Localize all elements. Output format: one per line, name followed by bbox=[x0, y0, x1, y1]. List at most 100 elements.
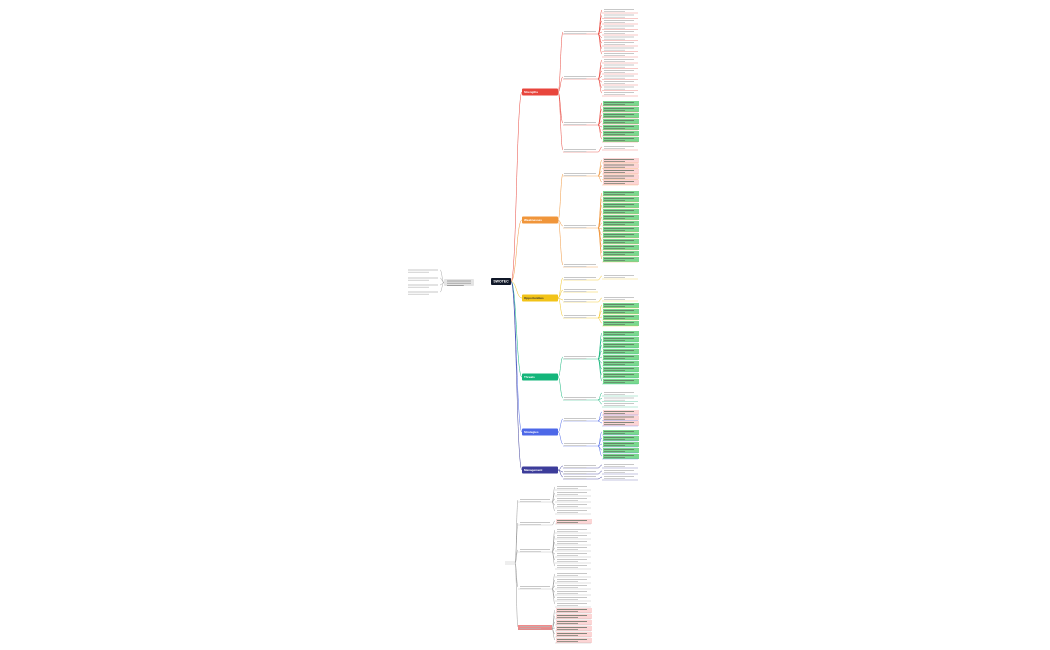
connector bbox=[597, 470, 603, 475]
branch-node bbox=[522, 466, 558, 474]
branch-node bbox=[522, 373, 558, 381]
leaf-box bbox=[603, 337, 639, 342]
leaf-box bbox=[603, 303, 639, 308]
root-node bbox=[491, 278, 511, 285]
leaf-box bbox=[603, 227, 639, 232]
connector bbox=[557, 277, 564, 299]
connector bbox=[557, 91, 564, 151]
left-node bbox=[444, 279, 474, 286]
connector bbox=[557, 431, 564, 445]
leaf-box bbox=[603, 251, 639, 256]
leaf-box bbox=[603, 315, 639, 320]
leaf-box bbox=[603, 101, 639, 106]
connector bbox=[514, 562, 519, 628]
connector bbox=[551, 628, 556, 641]
connector bbox=[597, 297, 603, 303]
connector bbox=[510, 219, 523, 282]
connector bbox=[551, 551, 556, 567]
leaf-box bbox=[556, 632, 592, 637]
connector bbox=[510, 281, 523, 299]
connector bbox=[597, 33, 603, 55]
connector bbox=[597, 175, 603, 183]
leaf-box bbox=[603, 215, 639, 220]
leaf-box bbox=[603, 158, 639, 163]
branch-label: Threats bbox=[524, 375, 535, 379]
leaf-box bbox=[603, 137, 639, 142]
connector bbox=[514, 562, 519, 588]
connector bbox=[510, 281, 523, 471]
branch-node bbox=[522, 88, 558, 96]
connector bbox=[557, 289, 564, 299]
connector bbox=[514, 522, 519, 564]
connector bbox=[597, 420, 603, 424]
connector bbox=[597, 445, 603, 457]
connector bbox=[510, 91, 523, 282]
connector bbox=[597, 317, 603, 324]
leaf-box bbox=[556, 614, 592, 619]
leaf-box bbox=[603, 430, 639, 435]
leaf-box bbox=[603, 245, 639, 250]
connector bbox=[557, 297, 564, 317]
leaf-box bbox=[603, 257, 639, 262]
branch-label: Management bbox=[524, 468, 542, 472]
connector bbox=[514, 549, 519, 564]
leaf-box bbox=[603, 436, 639, 441]
leaf-box bbox=[603, 379, 639, 384]
connector bbox=[597, 227, 603, 260]
leaf-box bbox=[556, 626, 592, 631]
connector bbox=[597, 146, 603, 153]
leaf-box bbox=[556, 638, 592, 643]
leaf-box bbox=[603, 209, 639, 214]
leaf-box bbox=[603, 191, 639, 196]
connector bbox=[557, 31, 564, 93]
leaf-box bbox=[603, 355, 639, 360]
connector bbox=[551, 588, 556, 605]
connector bbox=[439, 282, 445, 293]
branch-node bbox=[522, 428, 558, 436]
leaf-box bbox=[603, 107, 639, 112]
leaf-box bbox=[603, 221, 639, 226]
leaf-box bbox=[603, 361, 639, 366]
connector bbox=[597, 275, 603, 281]
branch-node bbox=[522, 294, 558, 302]
leaf-box bbox=[603, 119, 639, 124]
leaf-box bbox=[603, 113, 639, 118]
leaf-box bbox=[603, 410, 639, 415]
connector bbox=[557, 173, 564, 221]
leaf-box bbox=[603, 454, 639, 459]
connector bbox=[597, 78, 603, 94]
connector bbox=[557, 219, 564, 266]
leaf-box bbox=[556, 608, 592, 613]
branch-label: Opportunities bbox=[524, 296, 544, 300]
connector bbox=[597, 464, 603, 469]
leaf-box bbox=[603, 367, 639, 372]
connector bbox=[510, 281, 523, 378]
leaf-box bbox=[603, 331, 639, 336]
leaf-box bbox=[603, 343, 639, 348]
connector bbox=[557, 376, 564, 399]
root-label: SWOTEC bbox=[493, 280, 509, 284]
leaf-box bbox=[556, 519, 592, 524]
branch-label: Weaknesses bbox=[524, 218, 542, 222]
leaf-box bbox=[603, 442, 639, 447]
leaf-box bbox=[603, 169, 639, 174]
lower-root bbox=[505, 561, 515, 565]
leaf-box bbox=[603, 180, 639, 185]
connector bbox=[557, 469, 564, 478]
connector bbox=[557, 356, 564, 378]
leaf-box bbox=[603, 421, 639, 426]
connector bbox=[551, 501, 556, 512]
connector bbox=[597, 476, 603, 480]
leaf-box bbox=[603, 349, 639, 354]
leaf-box bbox=[603, 203, 639, 208]
connector bbox=[557, 219, 564, 227]
leaf-box bbox=[603, 415, 639, 421]
connector bbox=[557, 297, 564, 301]
leaf-box bbox=[603, 125, 639, 130]
leaf-box bbox=[603, 163, 639, 169]
leaf-box bbox=[603, 239, 639, 244]
leaf-box bbox=[603, 448, 639, 453]
leaf-box bbox=[603, 373, 639, 378]
leaf-box bbox=[603, 233, 639, 238]
